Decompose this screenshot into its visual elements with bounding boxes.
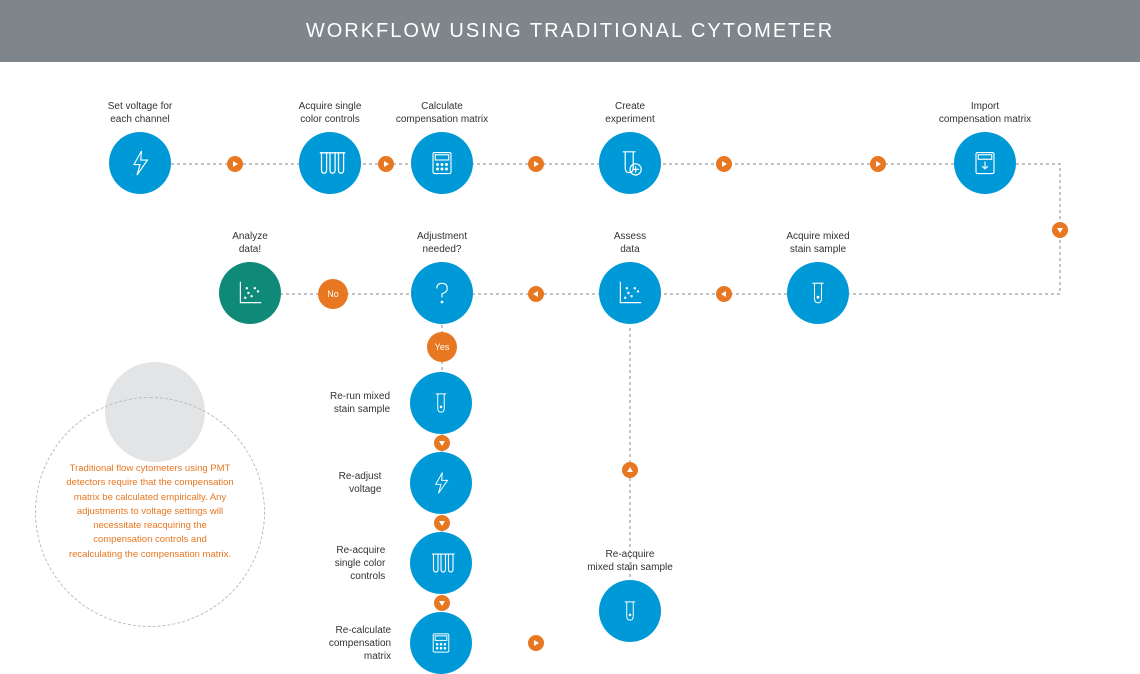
bolt-icon <box>109 132 171 194</box>
calc-icon <box>410 612 472 674</box>
bolt-icon <box>410 452 472 514</box>
flow-canvas: Set voltage foreach channel Acquire sing… <box>0 62 1140 641</box>
decision-yes: Yes <box>427 332 457 362</box>
arrow-icon <box>528 156 544 172</box>
tubes-icon <box>299 132 361 194</box>
arrow-icon <box>434 435 450 451</box>
node-recalc: Re-calculatecompensationmatrix <box>320 612 472 674</box>
node-reacq-single: Re-acquiresingle colorcontrols <box>320 532 472 594</box>
calc-icon <box>411 132 473 194</box>
tube-icon <box>410 372 472 434</box>
scatter-icon <box>599 262 661 324</box>
arrow-icon <box>434 515 450 531</box>
node-readjust: Re-adjustvoltage <box>320 452 472 514</box>
arrow-icon <box>434 595 450 611</box>
question-icon <box>411 262 473 324</box>
tube-icon <box>599 580 661 642</box>
tubeplus-icon <box>599 132 661 194</box>
tube-icon <box>787 262 849 324</box>
node-create-exp: Createexperiment <box>570 100 690 194</box>
node-analyze: Analyzedata! <box>190 230 310 324</box>
node-acquire-mixed: Acquire mixedstain sample <box>758 230 878 324</box>
import-icon <box>954 132 1016 194</box>
node-import-matrix-2: Importcompensation matrix <box>925 100 1045 194</box>
scatter-icon <box>219 262 281 324</box>
arrow-icon <box>716 286 732 302</box>
node-calc-matrix: Calculatecompensation matrix <box>382 100 502 194</box>
callout-text: Traditional flow cytometers using PMT de… <box>66 462 234 562</box>
arrow-icon <box>1052 222 1068 238</box>
arrow-icon <box>870 156 886 172</box>
node-acquire-single: Acquire singlecolor controls <box>270 100 390 194</box>
header-bar: WORKFLOW USING TRADITIONAL CYTOMETER <box>0 0 1140 62</box>
decision-no: No <box>318 279 348 309</box>
tubes-icon <box>410 532 472 594</box>
node-reacq-mixed: Re-acquiremixed stain sample <box>570 548 690 642</box>
node-assess: Assessdata <box>570 230 690 324</box>
page-title: WORKFLOW USING TRADITIONAL CYTOMETER <box>306 20 834 43</box>
arrow-icon <box>716 156 732 172</box>
arrow-icon <box>528 286 544 302</box>
arrow-icon <box>622 462 638 478</box>
arrow-icon <box>528 635 544 651</box>
arrow-icon <box>378 156 394 172</box>
arrow-icon <box>227 156 243 172</box>
node-set-voltage: Set voltage foreach channel <box>80 100 200 194</box>
node-adjustment: Adjustmentneeded? <box>382 230 502 324</box>
node-rerun-mixed: Re-run mixedstain sample <box>320 372 472 434</box>
callout-circle: Traditional flow cytometers using PMT de… <box>35 397 265 627</box>
